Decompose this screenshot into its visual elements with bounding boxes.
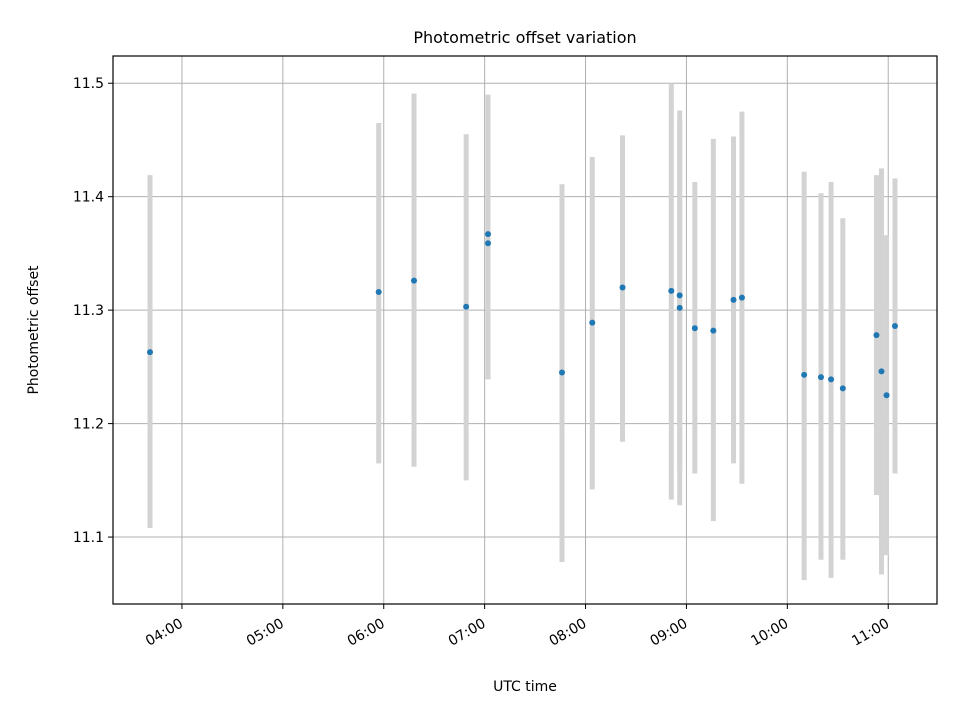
y-tick-label: 11.1 <box>73 530 104 546</box>
y-axis-ticks: 11.1 11.2 11.3 11.4 11.5 <box>73 76 113 546</box>
data-point <box>146 349 153 356</box>
data-point <box>738 294 745 301</box>
data-point <box>891 323 898 330</box>
data-point <box>691 325 698 332</box>
y-tick-label: 11.3 <box>73 303 104 319</box>
data-point <box>375 288 382 295</box>
data-point <box>558 369 565 376</box>
data-point <box>676 304 683 311</box>
plot-frame <box>112 55 938 605</box>
data-points <box>146 231 898 399</box>
data-point <box>710 327 717 334</box>
data-point <box>883 392 890 399</box>
data-point <box>485 231 492 238</box>
data-point <box>817 374 824 381</box>
data-point <box>873 332 880 339</box>
data-point <box>463 303 470 310</box>
y-tick-label: 11.2 <box>73 417 104 433</box>
data-point <box>619 284 626 291</box>
data-point <box>878 368 885 375</box>
grid <box>113 56 937 604</box>
data-point <box>411 277 418 284</box>
data-point <box>828 376 835 383</box>
data-point <box>589 319 596 326</box>
data-point <box>839 385 846 392</box>
data-point <box>801 371 808 378</box>
data-point <box>730 296 737 303</box>
data-point <box>676 292 683 299</box>
data-point <box>485 240 492 247</box>
y-axis-label: Photometric offset <box>26 265 42 395</box>
data-point <box>668 287 675 294</box>
chart-title: Photometric offset variation <box>413 28 636 47</box>
x-axis-label: UTC time <box>493 679 557 695</box>
y-tick-label: 11.5 <box>73 76 104 92</box>
y-tick-label: 11.4 <box>73 190 104 206</box>
